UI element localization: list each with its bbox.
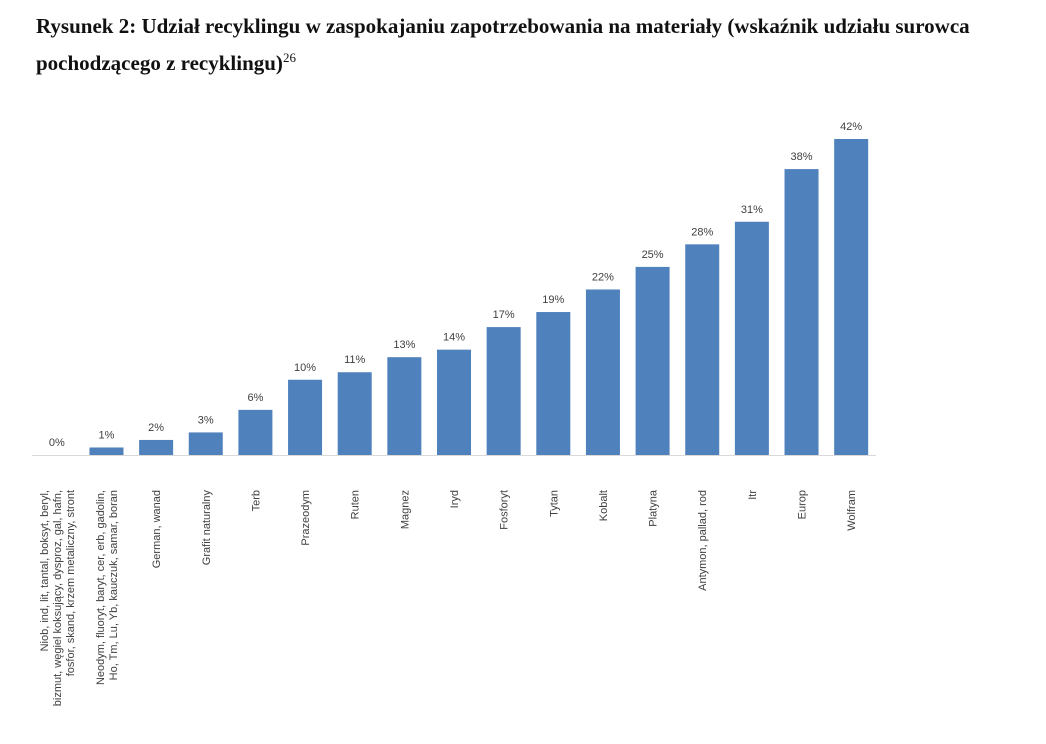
category-label-line: Europ: [797, 490, 809, 519]
bar: [536, 312, 571, 455]
bar: [387, 357, 422, 455]
category-label: Terb: [250, 490, 262, 511]
data-label: 17%: [493, 309, 515, 321]
data-label: 10%: [294, 362, 316, 374]
data-label: 42%: [840, 121, 862, 133]
data-label: 25%: [642, 249, 664, 261]
category-label-line: fosfor, skand, krzem metaliczny, stront: [65, 490, 77, 676]
category-label: Itr: [747, 490, 759, 500]
category-label-line: Magnez: [399, 490, 411, 529]
category-label-line: Terb: [250, 490, 262, 511]
data-label: 14%: [443, 332, 465, 344]
category-label-line: Antymon, pallad, rod: [697, 490, 709, 591]
category-label-line: Grafit naturalny: [201, 490, 213, 566]
bar: [734, 221, 769, 455]
caption-footnote-ref: 26: [282, 50, 296, 65]
category-label: Niob, ind, lit, tantal, boksyt, beryl,bi…: [39, 490, 77, 706]
data-label: 28%: [691, 226, 713, 238]
category-label-line: Niob, ind, lit, tantal, boksyt, beryl,: [39, 490, 51, 651]
bar: [486, 327, 521, 455]
bar: [685, 244, 720, 455]
data-label: 2%: [148, 422, 164, 434]
category-label-line: Wolfram: [846, 490, 858, 531]
category-label: German, wanad: [151, 490, 163, 568]
bar: [585, 289, 620, 455]
bar: [834, 139, 869, 455]
bar: [188, 432, 223, 455]
category-label: Fosforyt: [499, 490, 511, 530]
category-label-line: German, wanad: [151, 490, 163, 568]
data-label: 0%: [49, 437, 65, 449]
bar: [89, 447, 124, 455]
bar: [635, 266, 670, 455]
category-label: Antymon, pallad, rod: [697, 490, 709, 591]
data-label: 11%: [344, 354, 365, 366]
category-label: Tytan: [548, 490, 560, 517]
bar: [784, 169, 819, 455]
category-label: Iryd: [449, 490, 461, 508]
category-label: Platyna: [648, 489, 660, 527]
data-label: 3%: [198, 414, 214, 426]
bar: [288, 379, 323, 455]
category-label: Grafit naturalny: [201, 490, 213, 566]
data-label: 38%: [791, 151, 813, 163]
category-label-line: Iryd: [449, 490, 461, 508]
category-label-line: Ruten: [350, 490, 362, 519]
category-label-line: Itr: [747, 490, 759, 500]
data-label: 13%: [393, 339, 415, 351]
category-label: Neodym, fluoryt, baryt, cer, erb, gadoli…: [95, 490, 120, 685]
category-label: Prazeodym: [300, 490, 312, 546]
data-label: 6%: [247, 392, 263, 404]
data-label: 22%: [592, 271, 614, 283]
category-label-line: Kobalt: [598, 490, 610, 521]
category-label-line: bizmut, węgiel koksujący, dysproz, gal, …: [52, 490, 64, 706]
category-label-line: Tytan: [548, 490, 560, 517]
data-label: 31%: [741, 204, 763, 216]
category-label-line: Fosforyt: [499, 490, 511, 530]
category-label: Kobalt: [598, 490, 610, 521]
category-label-line: Neodym, fluoryt, baryt, cer, erb, gadoli…: [95, 490, 107, 685]
category-label: Ruten: [350, 490, 362, 519]
category-label: Wolfram: [846, 490, 858, 531]
figure-caption: Rysunek 2: Udział recyklingu w zaspokaja…: [36, 10, 1026, 79]
category-label-line: Prazeodym: [300, 490, 312, 546]
category-label-line: Platyna: [648, 489, 660, 527]
data-label: 1%: [99, 429, 115, 441]
bar: [238, 409, 273, 455]
category-label-line: Ho, Tm, Lu, Yb, kauczuk, samar, boran: [108, 490, 120, 680]
bar: [337, 372, 372, 455]
category-label: Europ: [797, 490, 809, 519]
bar: [437, 349, 471, 455]
data-label: 19%: [542, 294, 564, 306]
bar: [139, 439, 174, 455]
caption-text: Rysunek 2: Udział recyklingu w zaspokaja…: [36, 14, 970, 75]
category-label: Magnez: [399, 490, 411, 529]
